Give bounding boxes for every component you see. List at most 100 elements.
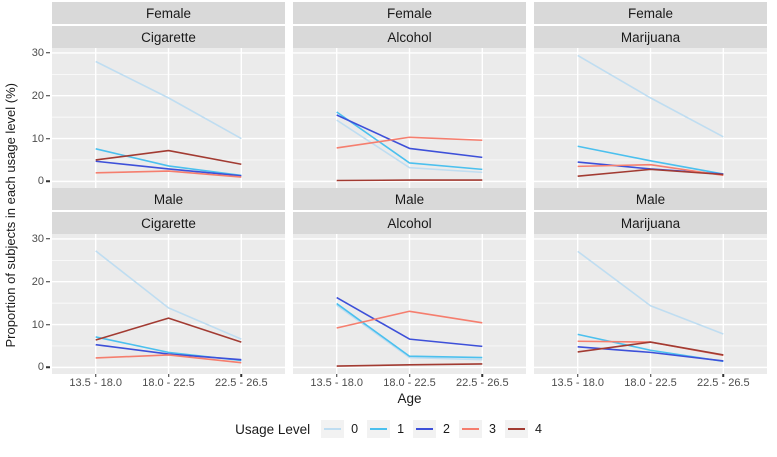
facet-male-marijuana: Male Marijuana xyxy=(534,188,767,374)
series-line-level-0 xyxy=(577,250,724,335)
x-tick-label: 13.5 - 18.0 xyxy=(551,377,604,389)
panel-plot-area xyxy=(534,234,767,374)
series-line-level-0 xyxy=(577,54,724,138)
y-tick-mark xyxy=(46,366,50,369)
x-tick-label: 18.0 - 22.5 xyxy=(142,377,195,389)
panel-svg xyxy=(52,234,285,374)
y-tick-label: 10 xyxy=(31,132,44,145)
facet-row-male: 0 10 20 30 Male Cigarette Male Alcohol Male Mari… xyxy=(0,188,777,374)
series-line-level-0 xyxy=(95,60,242,140)
series-line-level-4 xyxy=(95,317,242,343)
legend-key xyxy=(367,420,391,438)
legend-item-level-2: 2 xyxy=(413,420,450,438)
y-tick-mark xyxy=(46,94,50,97)
legend-label: 4 xyxy=(534,422,542,436)
series-line-level-3 xyxy=(95,170,242,178)
panel-plot-area xyxy=(534,48,767,188)
y-tick-mark xyxy=(46,52,50,54)
legend-key xyxy=(459,420,482,438)
panel-svg xyxy=(534,234,767,374)
panel-plot-area xyxy=(52,234,285,374)
legend-key-line-icon xyxy=(462,428,479,430)
y-tick-label: 30 xyxy=(31,46,44,59)
series-line-level-2 xyxy=(95,160,242,177)
x-tick-label: 18.0 - 22.5 xyxy=(624,377,677,389)
series-line-level-1 xyxy=(577,145,724,175)
facet-female-cigarette: Female Cigarette xyxy=(52,2,285,188)
legend-key xyxy=(413,420,437,438)
series-line-level-4 xyxy=(336,363,483,367)
y-tick-label: 20 xyxy=(31,275,44,288)
panel-svg xyxy=(293,48,526,188)
facet-strip-col-label: Cigarette xyxy=(52,212,285,234)
y-tick-mark xyxy=(46,180,50,183)
series-line-level-1 xyxy=(95,148,242,177)
facet-strip-row-label: Male xyxy=(293,188,526,210)
legend-key xyxy=(504,420,528,438)
x-tick-mark xyxy=(94,374,97,377)
facet-strip-row-label: Male xyxy=(534,188,767,210)
legend-key xyxy=(321,420,345,438)
series-line-level-2 xyxy=(336,114,483,159)
panel-svg xyxy=(534,48,767,188)
legend-item-level-3: 3 xyxy=(459,420,496,438)
legend-label: 1 xyxy=(397,422,405,436)
series-line-level-1 xyxy=(336,111,483,171)
y-tick-label: 30 xyxy=(31,232,44,245)
panel-plot-area xyxy=(293,234,526,374)
x-tick-label: 13.5 - 18.0 xyxy=(310,377,363,389)
y-tick-label: 0 xyxy=(37,361,44,374)
series-line-level-3 xyxy=(336,136,483,149)
x-tick-panel: 13.5 - 18.0 18.0 - 22.5 22.5 - 26.5 xyxy=(534,374,767,391)
panel-plot-area xyxy=(293,48,526,188)
x-tick-label: 22.5 - 26.5 xyxy=(697,377,750,389)
series-line-level-4 xyxy=(577,168,724,178)
series-line-level-0 xyxy=(336,119,483,174)
legend-item-level-4: 4 xyxy=(504,420,542,438)
panel-svg xyxy=(52,48,285,188)
legend-label: 0 xyxy=(351,422,359,436)
legend-key-line-icon xyxy=(324,428,342,430)
y-axis-male: 0 10 20 30 xyxy=(0,188,52,374)
y-tick-label: 0 xyxy=(37,175,44,188)
facet-strip-col-label: Alcohol xyxy=(293,212,526,234)
legend-label: 3 xyxy=(489,422,496,436)
x-tick-label: 22.5 - 26.5 xyxy=(456,377,509,389)
series-line-level-3 xyxy=(577,163,724,177)
x-tick-mark xyxy=(240,374,243,377)
panel-plot-area xyxy=(52,48,285,188)
x-axis-title: Age xyxy=(397,391,422,406)
y-tick-mark xyxy=(46,238,50,240)
facet-male-alcohol: Male Alcohol xyxy=(293,188,526,374)
x-tick-label: 22.5 - 26.5 xyxy=(215,377,268,389)
legend-item-level-1: 1 xyxy=(367,420,404,438)
x-axis: 13.5 - 18.0 18.0 - 22.5 22.5 - 26.5 13.5 - … xyxy=(52,374,777,391)
facet-female-alcohol: Female Alcohol xyxy=(293,2,526,188)
x-tick-label: 13.5 - 18.0 xyxy=(69,377,122,389)
facet-female-marijuana: Female Marijuana xyxy=(534,2,767,188)
series-line-level-3 xyxy=(95,354,242,364)
x-tick-mark xyxy=(408,374,411,377)
facet-strip-row-label: Male xyxy=(52,188,285,210)
facet-strip-col-label: Alcohol xyxy=(293,26,526,48)
facet-strip-col-label: Marijuana xyxy=(534,26,767,48)
panel-svg xyxy=(293,234,526,374)
y-tick-mark xyxy=(46,137,50,140)
series-line-level-2 xyxy=(95,343,242,361)
facet-strip-row-label: Female xyxy=(52,2,285,24)
series-line-level-0 xyxy=(95,250,242,340)
series-line-level-3 xyxy=(336,310,483,329)
series-line-level-4 xyxy=(577,341,724,356)
series-line-level-4 xyxy=(95,149,242,166)
y-tick-mark xyxy=(46,323,50,326)
y-tick-label: 20 xyxy=(31,89,44,102)
x-tick-panel: 13.5 - 18.0 18.0 - 22.5 22.5 - 26.5 xyxy=(52,374,285,391)
facet-row-female: 0 10 20 30 Female Cigarette Female Alcohol Fema… xyxy=(0,2,777,188)
legend-key-line-icon xyxy=(416,428,434,430)
legend-title: Usage Level xyxy=(235,421,311,437)
facet-strip-row-label: Female xyxy=(534,2,767,24)
x-tick-mark xyxy=(335,374,338,377)
legend-label: 2 xyxy=(443,422,450,436)
facet-strip-col-label: Cigarette xyxy=(52,26,285,48)
